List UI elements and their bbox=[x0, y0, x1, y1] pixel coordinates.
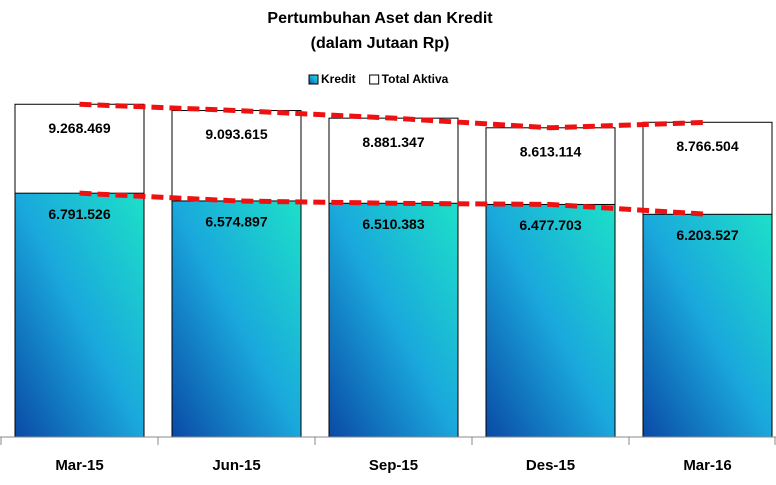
kredit-bar bbox=[328, 202, 459, 438]
value-label: 9.093.615 bbox=[205, 126, 267, 142]
value-label: 8.766.504 bbox=[676, 138, 738, 154]
kredit-bar bbox=[14, 192, 145, 438]
legend-swatch bbox=[308, 74, 319, 85]
x-tick-label: Mar-16 bbox=[683, 457, 731, 474]
x-tick-label: Sep-15 bbox=[369, 457, 418, 474]
value-label: 8.881.347 bbox=[362, 134, 424, 150]
legend-label: Kredit bbox=[321, 72, 356, 86]
value-label: 6.477.703 bbox=[519, 217, 581, 233]
trend-line bbox=[79, 190, 708, 217]
chart-title: Pertumbuhan Aset dan Kredit bbox=[267, 10, 493, 27]
legend-swatch bbox=[369, 74, 380, 85]
kredit-bar bbox=[171, 200, 302, 438]
chart-subtitle: (dalam Jutaan Rp) bbox=[311, 35, 450, 52]
value-label: 6.203.527 bbox=[676, 227, 738, 243]
value-label: 6.791.526 bbox=[48, 206, 110, 222]
value-label: 8.613.114 bbox=[520, 143, 582, 159]
value-label: 6.510.383 bbox=[362, 216, 424, 232]
kredit-bar bbox=[485, 203, 616, 438]
kredit-bar bbox=[642, 213, 773, 438]
x-tick-label: Des-15 bbox=[526, 457, 575, 474]
x-tick-label: Jun-15 bbox=[212, 457, 260, 474]
legend-label: Total Aktiva bbox=[382, 72, 449, 86]
trend-line bbox=[79, 101, 708, 131]
value-label: 9.268.469 bbox=[48, 120, 110, 136]
value-label: 6.574.897 bbox=[205, 214, 267, 230]
x-tick-label: Mar-15 bbox=[55, 457, 103, 474]
